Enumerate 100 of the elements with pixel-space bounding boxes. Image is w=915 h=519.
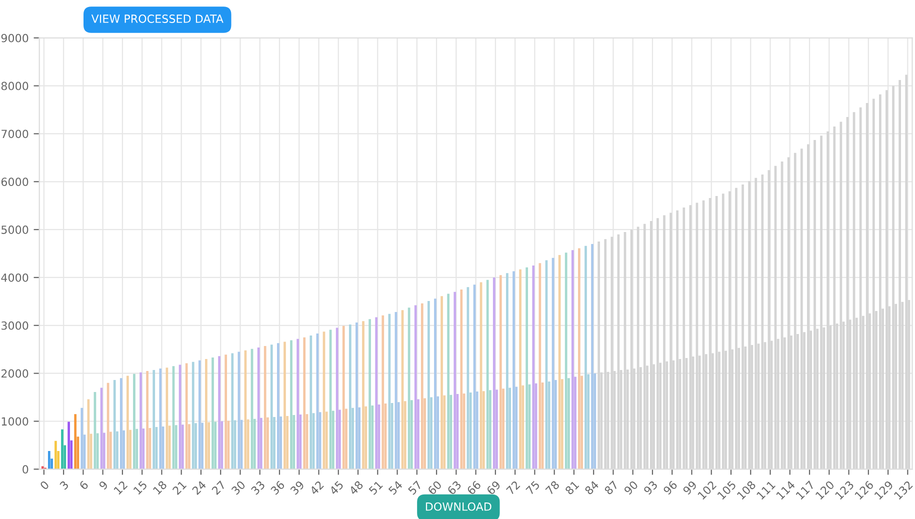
bar xyxy=(578,248,580,470)
bar xyxy=(584,246,587,470)
x-tick-label: 84 xyxy=(584,480,600,496)
x-tick-label: 9 xyxy=(98,480,108,490)
x-tick-label: 48 xyxy=(348,480,364,496)
bar xyxy=(126,376,129,470)
y-tick-label: 2000 xyxy=(1,369,28,378)
bar xyxy=(159,368,162,470)
bar xyxy=(264,346,266,470)
x-tick-label: 120 xyxy=(815,480,835,500)
bar xyxy=(113,380,116,470)
bar xyxy=(348,324,352,470)
bar xyxy=(218,356,220,470)
bar xyxy=(54,440,57,470)
x-tick-label: 96 xyxy=(662,480,678,496)
bar xyxy=(382,315,384,470)
y-tick-label: 6000 xyxy=(1,178,28,186)
bar xyxy=(460,289,463,470)
y-tick-label: 3000 xyxy=(2,321,28,330)
x-tick-label: 111 xyxy=(756,480,776,500)
bar xyxy=(486,280,489,470)
bar xyxy=(277,343,280,470)
bar xyxy=(290,340,292,470)
x-tick-label: 45 xyxy=(329,480,344,496)
bar xyxy=(68,422,70,470)
bar xyxy=(185,363,188,470)
bar xyxy=(205,358,208,470)
x-tick-label: 99 xyxy=(682,480,698,496)
bar xyxy=(447,294,450,470)
x-tick-label: 93 xyxy=(643,480,658,496)
bar xyxy=(146,370,148,470)
bar xyxy=(375,317,378,470)
x-tick-label: 30 xyxy=(230,480,246,496)
bar xyxy=(48,450,50,470)
x-tick-label: 39 xyxy=(290,480,305,496)
bar xyxy=(224,354,228,470)
x-tick-label: 72 xyxy=(506,480,520,495)
bar xyxy=(434,298,436,470)
bar xyxy=(120,378,122,470)
x-tick-label: 132 xyxy=(894,480,913,500)
x-tick-label: 78 xyxy=(545,480,560,496)
x-tick-label: 12 xyxy=(113,480,128,495)
x-tick-label: 123 xyxy=(834,480,854,500)
x-tick-label: 129 xyxy=(874,480,894,500)
bar xyxy=(140,372,142,470)
x-tick-label: 54 xyxy=(388,480,403,496)
bar xyxy=(61,429,64,470)
bar xyxy=(80,408,84,470)
bar xyxy=(192,362,194,470)
bar xyxy=(512,271,515,470)
y-tick-label: 9000 xyxy=(1,34,28,42)
bar xyxy=(87,399,90,470)
x-tick-label: 81 xyxy=(564,480,580,496)
y-tick-label: 5000 xyxy=(2,226,28,234)
y-tick-label: 1000 xyxy=(2,417,28,426)
bar xyxy=(532,266,535,470)
bar xyxy=(591,244,594,470)
bar xyxy=(428,300,430,470)
bar xyxy=(270,344,273,470)
x-tick-label: 90 xyxy=(623,480,638,496)
x-tick-label: 126 xyxy=(854,480,874,500)
bar xyxy=(526,267,528,470)
bar xyxy=(133,374,136,470)
x-tick-label: 75 xyxy=(526,480,540,496)
bar xyxy=(492,277,496,470)
bar xyxy=(420,303,424,470)
bar xyxy=(440,296,443,470)
y-tick-label: 4000 xyxy=(1,273,28,282)
x-tick-label: 15 xyxy=(133,480,148,495)
x-tick-label: 33 xyxy=(250,480,266,496)
bar xyxy=(414,305,417,470)
x-tick-label: 36 xyxy=(270,480,286,496)
x-tick-label: 6 xyxy=(78,480,89,490)
x-tick-label: 108 xyxy=(736,480,756,500)
bar xyxy=(74,414,77,470)
x-tick-label: 42 xyxy=(309,480,324,496)
bar xyxy=(362,321,364,470)
x-tick-label: 87 xyxy=(604,480,619,496)
y-tick-label: 7000 xyxy=(2,130,28,138)
bar xyxy=(454,292,456,470)
bar xyxy=(499,275,502,470)
x-tick-label: 114 xyxy=(776,480,796,500)
bar xyxy=(284,342,286,470)
x-tick-label: 24 xyxy=(192,480,206,495)
y-tick-label: 8000 xyxy=(1,82,28,90)
bar xyxy=(538,263,542,470)
x-tick-label: 69 xyxy=(486,480,501,496)
x-tick-label: 18 xyxy=(152,480,168,495)
x-tick-label: 66 xyxy=(466,480,482,496)
bar xyxy=(310,335,312,470)
bar xyxy=(388,314,391,470)
bar xyxy=(342,326,345,470)
bar xyxy=(519,269,522,470)
bar xyxy=(356,322,358,470)
x-tick-label: 63 xyxy=(446,480,462,496)
bar xyxy=(368,319,371,470)
bar xyxy=(296,338,299,470)
bar xyxy=(336,328,338,470)
bar xyxy=(564,252,568,470)
x-tick-label: 27 xyxy=(211,480,226,495)
